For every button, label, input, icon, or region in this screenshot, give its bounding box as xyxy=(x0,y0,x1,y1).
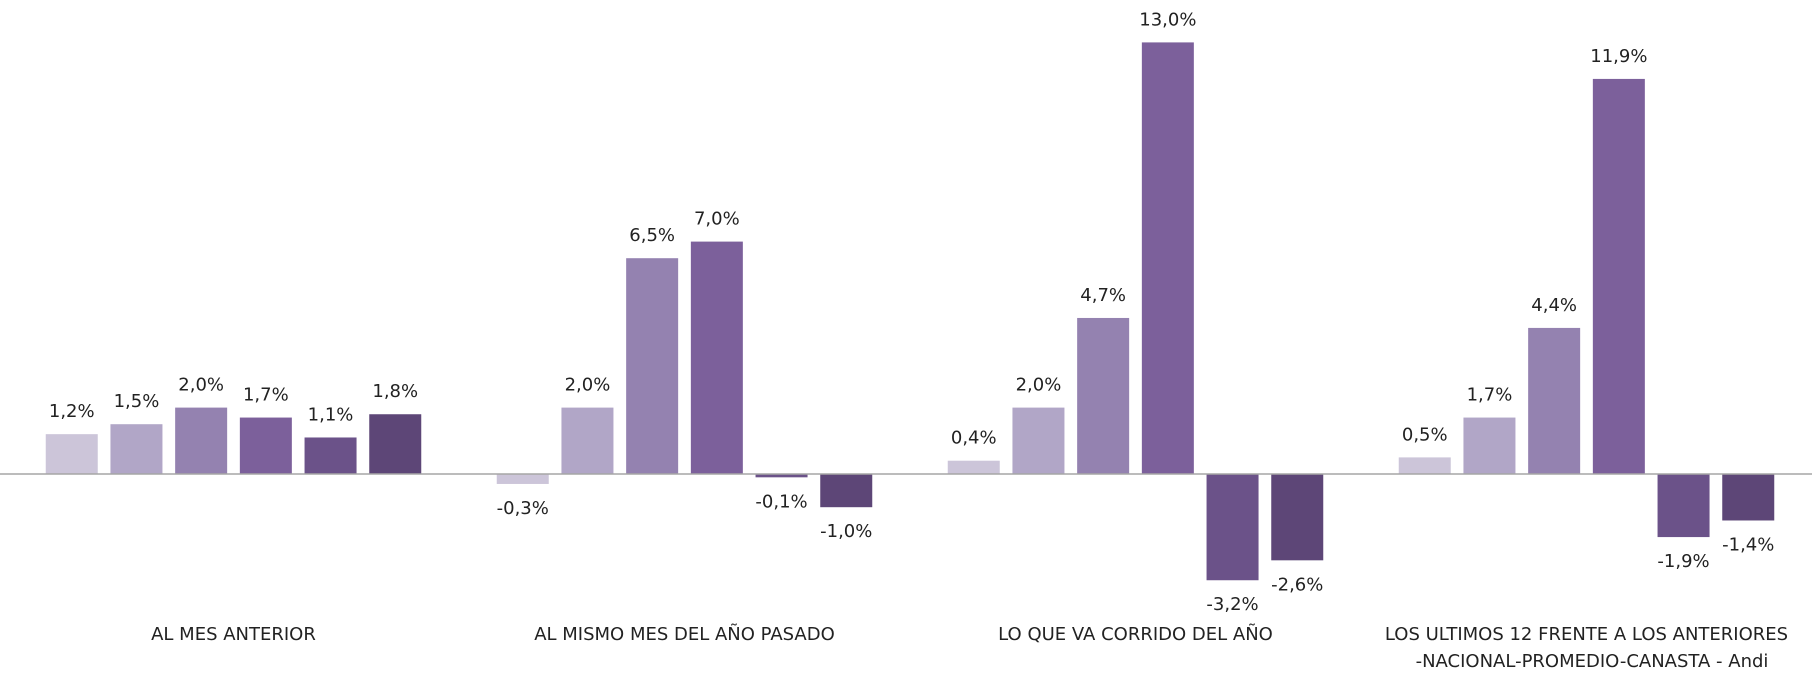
data-label: 1,7% xyxy=(1467,385,1513,406)
bar xyxy=(239,417,292,474)
bar xyxy=(755,474,808,478)
data-label: 1,2% xyxy=(49,401,95,422)
data-label: 2,0% xyxy=(178,375,224,396)
bar xyxy=(175,407,228,474)
data-label: 2,0% xyxy=(565,375,611,396)
x-tick-label: LO QUE VA CORRIDO DEL AÑO xyxy=(998,623,1273,645)
data-label: -2,6% xyxy=(1271,574,1323,595)
data-label: 1,5% xyxy=(114,391,160,412)
chart-title: -NACIONAL-PROMEDIO-CANASTA - Andi xyxy=(1416,651,1769,672)
bar xyxy=(1528,327,1581,474)
data-label: 1,1% xyxy=(308,404,354,425)
bar xyxy=(1077,317,1130,474)
bar xyxy=(1592,78,1645,475)
data-label: 0,4% xyxy=(951,428,997,449)
bar xyxy=(1141,42,1194,475)
bar xyxy=(1722,474,1775,521)
bar xyxy=(1012,407,1065,474)
data-label: 0,5% xyxy=(1402,424,1448,445)
x-tick-label: LOS ULTIMOS 12 FRENTE A LOS ANTERIORES xyxy=(1385,624,1788,645)
bar xyxy=(561,407,614,474)
data-label: 7,0% xyxy=(694,209,740,230)
x-tick-label: AL MES ANTERIOR xyxy=(151,624,316,645)
data-label: 11,9% xyxy=(1590,46,1647,67)
data-label: -1,0% xyxy=(820,521,872,542)
bar xyxy=(1271,474,1324,561)
data-label: 1,8% xyxy=(372,381,418,402)
data-label: 13,0% xyxy=(1139,9,1196,30)
data-label: 4,4% xyxy=(1531,295,1577,316)
bar xyxy=(1206,474,1259,581)
data-label: 6,5% xyxy=(629,225,675,246)
bar xyxy=(369,414,422,474)
data-label: 4,7% xyxy=(1080,285,1126,306)
bar xyxy=(110,424,163,474)
bar xyxy=(820,474,873,508)
bar xyxy=(626,258,679,474)
bar xyxy=(496,474,549,484)
bar xyxy=(947,460,1000,474)
bar xyxy=(1657,474,1710,538)
bar xyxy=(1398,457,1451,474)
data-label: -3,2% xyxy=(1206,594,1258,615)
x-tick-label: AL MISMO MES DEL AÑO PASADO xyxy=(534,623,835,645)
bar xyxy=(690,241,743,474)
bar xyxy=(304,437,357,474)
bar xyxy=(1463,417,1516,474)
data-label: -1,9% xyxy=(1657,551,1709,572)
data-label: -0,3% xyxy=(497,498,549,519)
bar xyxy=(45,434,98,474)
data-label: -1,4% xyxy=(1722,534,1774,555)
data-label: 1,7% xyxy=(243,385,289,406)
data-label: -0,1% xyxy=(755,491,807,512)
data-label: 2,0% xyxy=(1016,375,1062,396)
